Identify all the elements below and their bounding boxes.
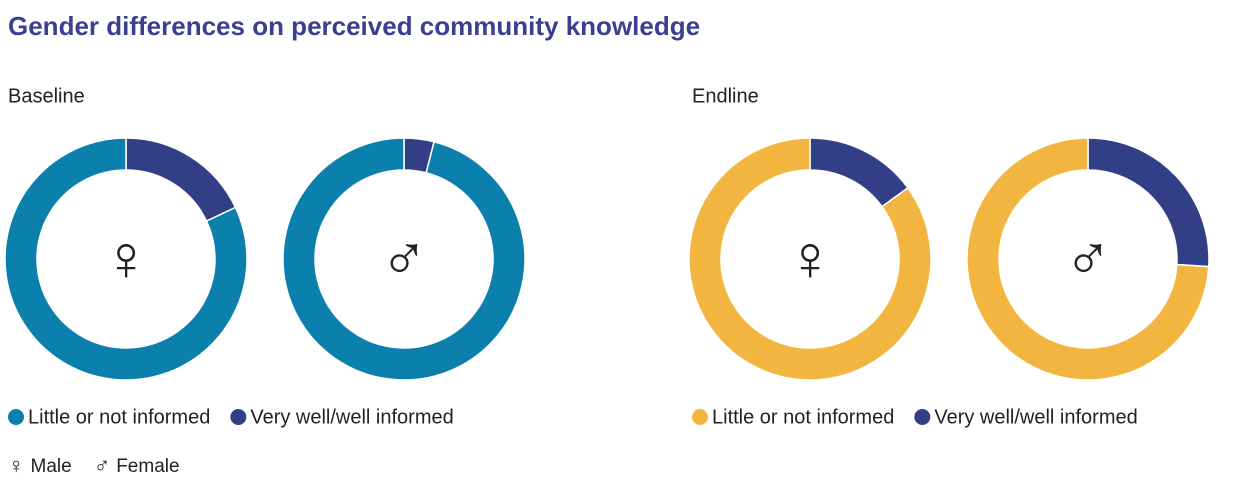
legend-label: Little or not informed [712, 406, 894, 428]
legend-label: Very well/well informed [934, 406, 1137, 428]
legend-symbol-label: Male [31, 456, 72, 477]
gender-symbol: ♀ [102, 222, 150, 294]
page-title: Gender differences on perceived communit… [8, 11, 700, 41]
legend-label: Very well/well informed [250, 406, 453, 428]
donut-segment [125, 137, 237, 223]
legend-swatch [914, 409, 931, 425]
legend-label: Little or not informed [28, 406, 210, 428]
gender-symbol: ♂ [1064, 222, 1112, 294]
gender-symbol: ♀ [786, 222, 834, 294]
donut-segment [688, 137, 932, 381]
legend-swatch [8, 409, 24, 425]
legend-symbol: ♀ [8, 453, 25, 478]
donut-segment [966, 137, 1210, 381]
legend-symbol: ♂ [94, 453, 111, 478]
gender-symbol: ♂ [380, 222, 428, 294]
legend-swatch [692, 409, 708, 425]
chart-title: Endline [692, 85, 759, 107]
legend-swatch [230, 409, 247, 425]
donut-segment [809, 137, 909, 208]
chart-title: Baseline [8, 85, 85, 107]
legend-symbol-label: Female [116, 456, 179, 477]
donut-segment [282, 137, 526, 381]
donut-segment [4, 137, 248, 381]
